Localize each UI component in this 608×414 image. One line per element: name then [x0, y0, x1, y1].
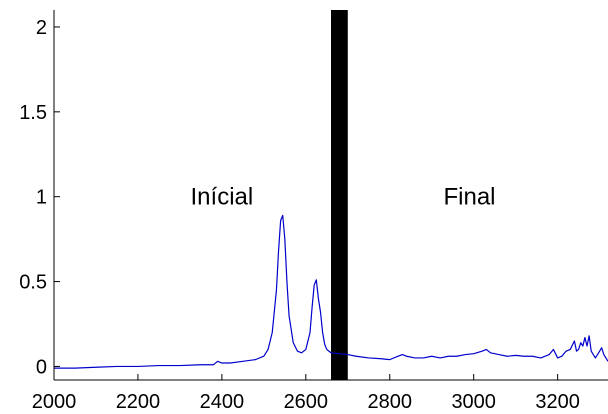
x-tick-label: 2200	[116, 391, 161, 413]
x-tick-label: 3200	[535, 391, 580, 413]
annotation-1: Final	[443, 184, 495, 211]
y-tick-label: 2	[36, 17, 47, 39]
y-tick-label: 1.5	[19, 102, 47, 124]
x-tick-label: 2400	[200, 391, 245, 413]
y-tick-label: 0.5	[19, 272, 47, 294]
y-tick-label: 1	[36, 187, 47, 209]
series-line-0	[54, 214, 608, 369]
y-tick-label: 0	[36, 356, 47, 378]
divider-band	[331, 10, 348, 380]
x-tick-label: 2000	[32, 391, 77, 413]
x-tick-label: 2600	[284, 391, 329, 413]
annotation-0: Inícial	[191, 184, 254, 211]
x-tick-label: 3000	[451, 391, 496, 413]
x-tick-label: 2800	[368, 391, 413, 413]
